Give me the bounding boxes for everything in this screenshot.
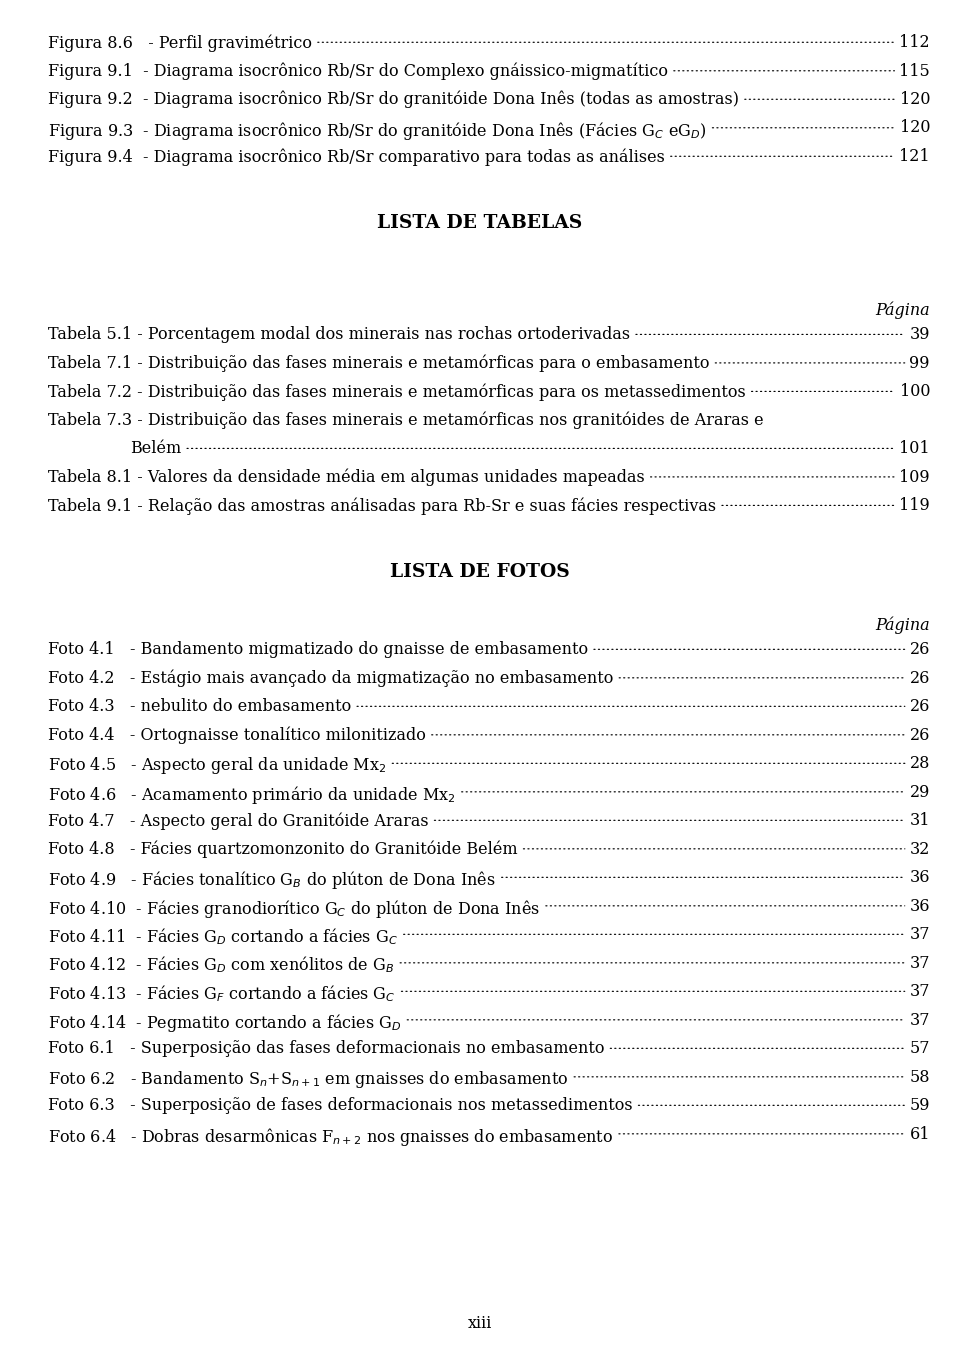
Text: Tabela 9.1 - Relação das amostras análisadas para Rb-Sr e suas fácies respectiva: Tabela 9.1 - Relação das amostras anális… [48,498,716,515]
Text: Foto 6.4   - Dobras desarmônicas F$_{n+2}$ nos gnaisses do embasamento: Foto 6.4 - Dobras desarmônicas F$_{n+2}$… [48,1126,613,1148]
Text: 26: 26 [910,641,930,658]
Text: 37: 37 [909,983,930,1000]
Text: Belém: Belém [130,441,181,457]
Text: LISTA DE FOTOS: LISTA DE FOTOS [390,562,570,580]
Text: 109: 109 [900,469,930,485]
Text: 121: 121 [900,147,930,165]
Text: Tabela 5.1 - Porcentagem modal dos minerais nas rochas ortoderivadas: Tabela 5.1 - Porcentagem modal dos miner… [48,326,630,343]
Text: 99: 99 [909,354,930,372]
Text: Foto 6.3   - Superposição de fases deformacionais nos metassedimentos: Foto 6.3 - Superposição de fases deforma… [48,1096,633,1114]
Text: LISTA DE TABELAS: LISTA DE TABELAS [377,214,583,231]
Text: Figura 9.3  - Diagrama isocrônico Rb/Sr do granitóide Dona Inês (Fácies G$_C$ eG: Figura 9.3 - Diagrama isocrônico Rb/Sr d… [48,119,707,142]
Text: Tabela 8.1 - Valores da densidade média em algumas unidades mapeadas: Tabela 8.1 - Valores da densidade média … [48,469,645,487]
Text: Página: Página [876,301,930,319]
Text: Foto 4.11  - Fácies G$_D$ cortando a fácies G$_C$: Foto 4.11 - Fácies G$_D$ cortando a fáci… [48,926,397,946]
Text: 57: 57 [909,1040,930,1057]
Text: 58: 58 [909,1068,930,1086]
Text: 112: 112 [900,34,930,51]
Text: 101: 101 [900,441,930,457]
Text: 32: 32 [910,841,930,857]
Text: Foto 4.13  - Fácies G$_F$ cortando a fácies G$_C$: Foto 4.13 - Fácies G$_F$ cortando a fáci… [48,983,396,1003]
Text: Página: Página [876,617,930,634]
Text: 120: 120 [900,119,930,137]
Text: 119: 119 [900,498,930,514]
Text: 61: 61 [909,1126,930,1142]
Text: 31: 31 [909,813,930,829]
Text: 26: 26 [910,669,930,687]
Text: 37: 37 [909,926,930,944]
Text: Foto 4.5   - Aspecto geral da unidade Mx$_2$: Foto 4.5 - Aspecto geral da unidade Mx$_… [48,754,387,776]
Text: 26: 26 [910,726,930,744]
Text: Figura 9.4  - Diagrama isocrônico Rb/Sr comparativo para todas as análises: Figura 9.4 - Diagrama isocrônico Rb/Sr c… [48,147,665,165]
Text: Foto 4.3   - nebulito do embasamento: Foto 4.3 - nebulito do embasamento [48,698,351,715]
Text: Foto 4.4   - Ortognaisse tonalítico milonitizado: Foto 4.4 - Ortognaisse tonalítico miloni… [48,726,426,744]
Text: Tabela 7.3 - Distribuição das fases minerais e metamórficas nos granitóides de A: Tabela 7.3 - Distribuição das fases mine… [48,411,763,429]
Text: 36: 36 [909,898,930,914]
Text: Foto 6.1   - Superposição das fases deformacionais no embasamento: Foto 6.1 - Superposição das fases deform… [48,1040,605,1057]
Text: Foto 4.14  - Pegmatito cortando a fácies G$_D$: Foto 4.14 - Pegmatito cortando a fácies … [48,1011,401,1033]
Text: Foto 4.2   - Estágio mais avançado da migmatização no embasamento: Foto 4.2 - Estágio mais avançado da migm… [48,669,613,687]
Text: 37: 37 [909,955,930,972]
Text: Foto 4.10  - Fácies granodiorítico G$_C$ do plúton de Dona Inês: Foto 4.10 - Fácies granodiorítico G$_C$ … [48,898,540,919]
Text: 26: 26 [910,698,930,715]
Text: 115: 115 [900,62,930,80]
Text: 28: 28 [910,754,930,772]
Text: Figura 8.6   - Perfil gravimétrico: Figura 8.6 - Perfil gravimétrico [48,34,312,51]
Text: Tabela 7.2 - Distribuição das fases minerais e metamórficas para os metassedimen: Tabela 7.2 - Distribuição das fases mine… [48,383,746,400]
Text: 36: 36 [909,869,930,886]
Text: 59: 59 [909,1096,930,1114]
Text: Foto 4.1   - Bandamento migmatizado do gnaisse de embasamento: Foto 4.1 - Bandamento migmatizado do gna… [48,641,588,658]
Text: Figura 9.1  - Diagrama isocrônico Rb/Sr do Complexo gnáissico-migmatítico: Figura 9.1 - Diagrama isocrônico Rb/Sr d… [48,62,668,80]
Text: 37: 37 [909,1011,930,1029]
Text: Foto 4.8   - Fácies quartzomonzonito do Granitóide Belém: Foto 4.8 - Fácies quartzomonzonito do Gr… [48,841,517,859]
Text: Foto 4.6   - Acamamento primário da unidade Mx$_2$: Foto 4.6 - Acamamento primário da unidad… [48,784,456,806]
Text: Foto 6.2   - Bandamento S$_n$+S$_{n+1}$ em gnaisses do embasamento: Foto 6.2 - Bandamento S$_n$+S$_{n+1}$ em… [48,1068,568,1090]
Text: 29: 29 [910,784,930,800]
Text: Foto 4.12  - Fácies G$_D$ com xenólitos de G$_B$: Foto 4.12 - Fácies G$_D$ com xenólitos d… [48,955,395,975]
Text: xiii: xiii [468,1315,492,1332]
Text: 120: 120 [900,91,930,108]
Text: Foto 4.9   - Fácies tonalítico G$_B$ do plúton de Dona Inês: Foto 4.9 - Fácies tonalítico G$_B$ do pl… [48,869,495,891]
Text: Tabela 7.1 - Distribuição das fases minerais e metamórficas para o embasamento: Tabela 7.1 - Distribuição das fases mine… [48,354,709,372]
Text: 100: 100 [900,383,930,400]
Text: Foto 4.7   - Aspecto geral do Granitóide Araras: Foto 4.7 - Aspecto geral do Granitóide A… [48,813,428,830]
Text: 39: 39 [909,326,930,343]
Text: Figura 9.2  - Diagrama isocrônico Rb/Sr do granitóide Dona Inês (todas as amostr: Figura 9.2 - Diagrama isocrônico Rb/Sr d… [48,91,739,108]
